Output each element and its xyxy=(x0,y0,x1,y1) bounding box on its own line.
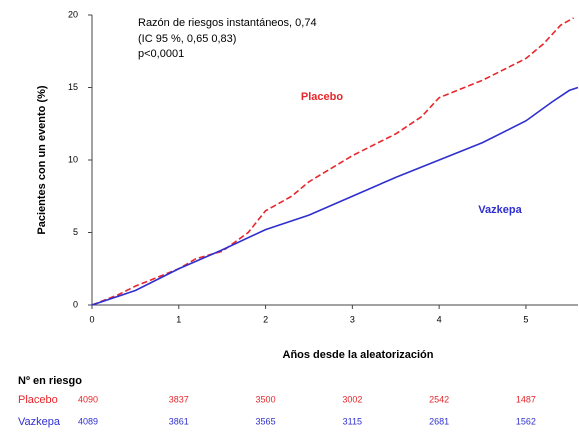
risk-row-label: Placebo xyxy=(18,394,58,406)
risk-count: 3565 xyxy=(256,416,276,426)
x-tick-label: 1 xyxy=(176,314,181,324)
x-axis-label: Años desde la aleatorización xyxy=(283,349,434,361)
risk-count: 4089 xyxy=(78,416,98,426)
x-tick-label: 3 xyxy=(350,314,355,324)
y-tick-label: 10 xyxy=(68,154,78,164)
x-tick-label: 5 xyxy=(523,314,528,324)
risk-count: 1487 xyxy=(516,394,536,404)
x-tick-label: 0 xyxy=(89,314,94,324)
series-label: Placebo xyxy=(301,91,343,103)
y-axis-label: Pacientes con un evento (%) xyxy=(36,85,48,234)
x-tick-label: 2 xyxy=(263,314,268,324)
risk-count: 4090 xyxy=(78,394,98,404)
risk-count: 2542 xyxy=(429,394,449,404)
risk-count: 3115 xyxy=(343,416,362,426)
annotation: (IC 95 %, 0,65 0,83) xyxy=(138,33,236,45)
risk-row-label: Vazkepa xyxy=(18,416,61,428)
y-tick-label: 15 xyxy=(68,82,78,92)
annotation: Razón de riesgos instantáneos, 0,74 xyxy=(138,17,317,29)
series-line xyxy=(91,86,579,306)
risk-count: 1562 xyxy=(516,416,536,426)
risk-count: 3500 xyxy=(256,394,276,404)
risk-count: 3861 xyxy=(169,416,189,426)
y-tick-label: 20 xyxy=(68,9,78,19)
y-tick-label: 0 xyxy=(73,299,78,309)
risk-count: 3002 xyxy=(342,394,362,404)
series-label: Vazkepa xyxy=(478,204,522,216)
series-line xyxy=(91,17,575,306)
x-tick-label: 4 xyxy=(437,314,442,324)
risk-count: 3837 xyxy=(169,394,189,404)
risk-count: 2681 xyxy=(429,416,449,426)
y-tick-label: 5 xyxy=(73,227,78,237)
annotation: p<0,0001 xyxy=(138,48,184,60)
risk-table-title: Nº en riesgo xyxy=(18,375,82,387)
